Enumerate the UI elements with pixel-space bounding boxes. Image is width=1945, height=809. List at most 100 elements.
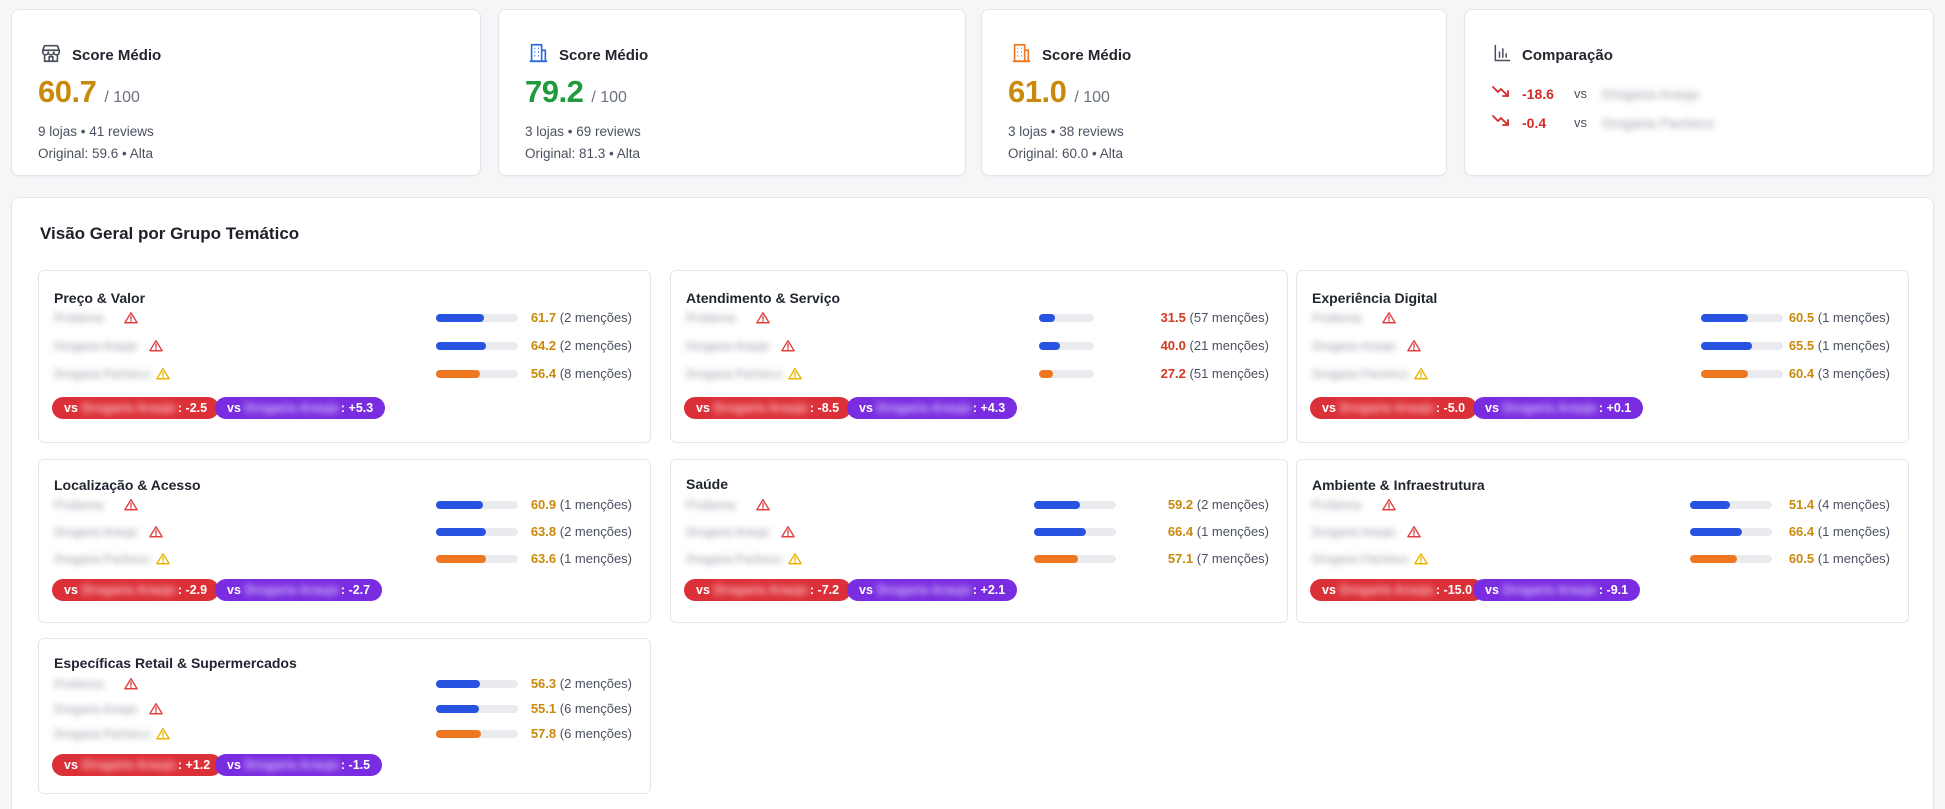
score-value: 60.4 (3 menções) xyxy=(1789,366,1890,381)
score-bar xyxy=(436,555,518,563)
pill-vs: vs xyxy=(227,758,241,772)
score-bar-fill xyxy=(436,370,480,378)
mentions-count: (57 menções) xyxy=(1189,310,1269,325)
theme-group-card: Preço & Valor Profarma 61.7 (2 menções) Dro… xyxy=(38,270,651,443)
theme-group-title: Localização & Acesso xyxy=(54,477,201,493)
score-bar-fill xyxy=(436,555,486,563)
score-value: 60.5 (1 menções) xyxy=(1789,310,1890,325)
store-name: Drogaria Pacheco xyxy=(686,552,783,566)
score-bar-fill xyxy=(1690,528,1742,536)
warning-icon xyxy=(124,311,138,324)
stat-suffix: / 100 xyxy=(104,89,140,106)
score-bar-fill xyxy=(1690,501,1731,509)
mentions-count: (6 menções) xyxy=(559,701,632,716)
warning-icon xyxy=(1382,498,1396,511)
score-value: 60.9 (1 menções) xyxy=(531,497,632,512)
stat-suffix: / 100 xyxy=(591,89,627,106)
warning-icon xyxy=(788,367,802,380)
warning-icon xyxy=(1407,525,1421,538)
score-value: 60.5 (1 menções) xyxy=(1789,551,1890,566)
comparison-pill-purple: vs Drogaria Araujo: -1.5 xyxy=(215,754,383,776)
score-bar xyxy=(1701,342,1783,350)
score-number: 64.2 xyxy=(530,338,557,353)
warning-icon xyxy=(149,339,163,352)
score-bar-fill xyxy=(1034,555,1079,563)
mentions-count: (2 menções) xyxy=(559,338,632,353)
pill-vs: vs xyxy=(64,583,78,597)
theme-store-row: Profarma 59.2 (2 menções) xyxy=(686,496,1269,516)
score-number: 56.3 xyxy=(530,676,557,691)
theme-store-row: Drogaria Pacheco 56.4 (8 menções) xyxy=(54,365,632,385)
score-bar-fill xyxy=(1701,314,1749,322)
mentions-count: (1 menções) xyxy=(1817,551,1890,566)
score-value: 56.3 (2 menções) xyxy=(531,676,632,691)
theme-store-row: Drogaria Pacheco 57.1 (7 menções) xyxy=(686,550,1269,570)
store-name: Profarma xyxy=(686,311,736,325)
score-number: 57.8 xyxy=(530,726,557,741)
pill-vs: vs xyxy=(1485,401,1499,415)
pill-vs: vs xyxy=(696,401,710,415)
score-number: 65.5 xyxy=(1788,338,1815,353)
score-value: 61.7 (2 menções) xyxy=(531,310,632,325)
overview-section: Visão Geral por Grupo Temático Preço & V… xyxy=(11,197,1934,809)
store-name: Drogaria Pacheco xyxy=(54,552,151,566)
pill-delta: : -2.9 xyxy=(177,583,208,597)
score-bar-fill xyxy=(1039,342,1060,350)
score-bar-fill xyxy=(1701,370,1749,378)
theme-store-row: Drogaria Pacheco 60.5 (1 menções) xyxy=(1312,550,1890,570)
bar-chart-icon xyxy=(1492,43,1512,68)
mentions-count: (4 menções) xyxy=(1817,497,1890,512)
pill-store-name: Drogaria Araujo xyxy=(1502,401,1597,415)
score-value: 65.5 (1 menções) xyxy=(1789,338,1890,353)
pill-store-name: Drogaria Araujo xyxy=(713,401,808,415)
score-bar xyxy=(1034,555,1116,563)
warning-icon xyxy=(781,525,795,538)
score-bar xyxy=(436,528,518,536)
comparison-store-name: Drogaria Araujo xyxy=(1602,85,1700,102)
theme-group-card: Localização & Acesso Profarma 60.9 (1 menç… xyxy=(38,459,651,623)
score-value: 59.2 (2 menções) xyxy=(1168,497,1269,512)
pill-store-name: Drogaria Araujo xyxy=(876,401,971,415)
store-name: Drogaria Araujo xyxy=(54,702,138,716)
score-value: 66.4 (1 menções) xyxy=(1168,524,1269,539)
score-bar-fill xyxy=(436,730,482,738)
comparison-pill-red: vs Drogaria Araujo: +1.2 xyxy=(52,754,223,776)
score-bar xyxy=(436,314,518,322)
store-name: Profarma xyxy=(54,498,104,512)
pill-delta: : -7.2 xyxy=(809,583,840,597)
score-value: 66.4 (1 menções) xyxy=(1789,524,1890,539)
comparison-title: Comparação xyxy=(1522,47,1613,64)
score-value: 63.6 (1 menções) xyxy=(531,551,632,566)
score-number: 61.7 xyxy=(530,310,557,325)
pill-delta: : -1.5 xyxy=(340,758,371,772)
warning-icon xyxy=(149,525,163,538)
mentions-count: (1 menções) xyxy=(1817,310,1890,325)
mentions-count: (1 menções) xyxy=(1817,338,1890,353)
stat-score: 61.0 xyxy=(1008,74,1067,109)
stat-original: Original: 81.3 • Alta xyxy=(525,146,641,161)
score-number: 51.4 xyxy=(1788,497,1815,512)
warning-icon xyxy=(788,552,802,565)
mentions-count: (6 menções) xyxy=(559,726,632,741)
warning-icon xyxy=(149,702,163,715)
comparison-pill-purple: vs Drogaria Araujo: +0.1 xyxy=(1473,397,1644,419)
theme-store-row: Drogaria Araujo 64.2 (2 menções) xyxy=(54,337,632,357)
theme-store-row: Drogaria Pacheco 63.6 (1 menções) xyxy=(54,550,632,570)
store-name: Drogaria Araujo xyxy=(54,339,138,353)
theme-group-title: Experiência Digital xyxy=(1312,290,1438,306)
score-bar xyxy=(436,501,518,509)
comparison-delta: -0.4 xyxy=(1522,114,1547,131)
score-bar-fill xyxy=(1034,501,1081,509)
score-bar xyxy=(1690,501,1772,509)
score-number: 56.4 xyxy=(530,366,557,381)
pill-delta: : -2.7 xyxy=(340,583,371,597)
comparison-pill-red: vs Drogaria Araujo: -8.5 xyxy=(684,397,852,419)
score-value: 63.8 (2 menções) xyxy=(531,524,632,539)
stat-original: Original: 60.0 • Alta xyxy=(1008,146,1124,161)
mentions-count: (8 menções) xyxy=(559,366,632,381)
store-name: Drogaria Pacheco xyxy=(54,727,151,741)
mentions-count: (7 menções) xyxy=(1196,551,1269,566)
comparison-pill-purple: vs Drogaria Araujo: -9.1 xyxy=(1473,579,1641,601)
warning-icon xyxy=(156,727,170,740)
trending-down-icon xyxy=(1492,85,1522,102)
